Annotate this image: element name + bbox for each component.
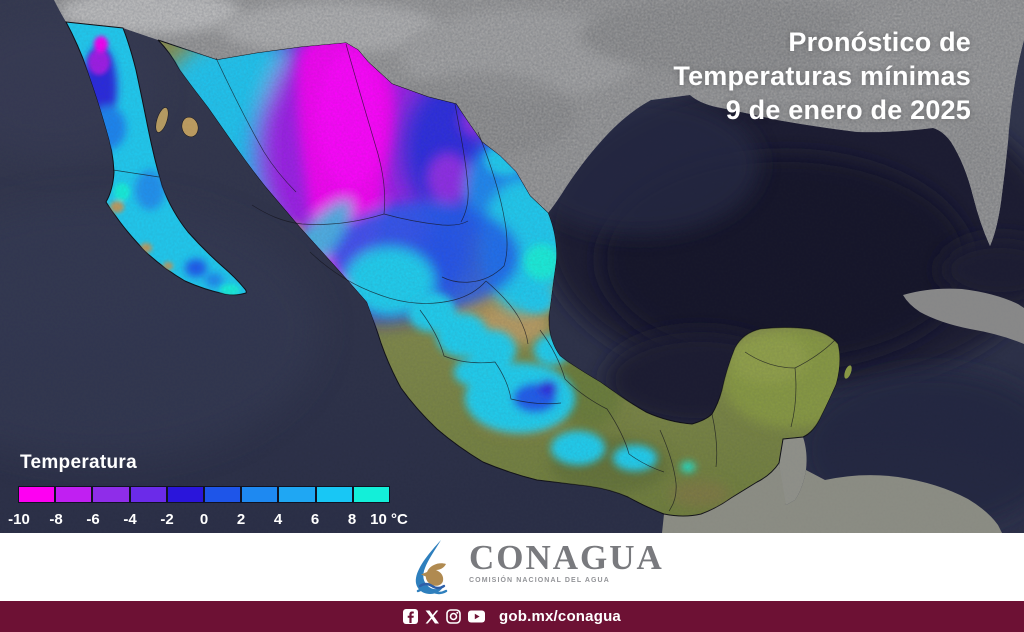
legend-tick-label: -6 — [86, 511, 100, 528]
legend-color-cell — [55, 486, 93, 503]
legend-tick-label: 8 — [347, 511, 357, 528]
x-icon[interactable] — [425, 609, 439, 625]
footer-bar: gob.mx/conagua — [0, 601, 1024, 632]
conagua-drop-icon — [408, 538, 462, 601]
mexico-weather-map — [0, 0, 1024, 533]
temperature-legend: Temperatura -10 -8 -6 -4 -2 0 2 4 6 8 10 °C — [8, 452, 439, 529]
legend-tick-label: -8 — [49, 511, 63, 528]
title-line-2: Temperaturas mínimas — [673, 61, 971, 91]
legend-ticks: -10 -8 -6 -4 -2 0 2 4 6 8 10 °C — [8, 511, 408, 529]
conagua-logo-text: CONAGUA COMISIÓN NACIONAL DEL AGUA — [469, 538, 664, 584]
map-title: Pronóstico de Temperaturas mínimas 9 de … — [673, 25, 971, 127]
legend-color-cell — [166, 486, 205, 503]
title-line-3: 9 de enero de 2025 — [725, 95, 971, 125]
legend-tick-label: -10 — [8, 511, 30, 528]
legend-heading: Temperatura — [20, 452, 137, 473]
conagua-subtitle: COMISIÓN NACIONAL DEL AGUA — [469, 577, 610, 584]
legend-color-cell — [17, 486, 56, 503]
legend-tick-label: 10 °C — [370, 511, 408, 528]
legend-color-cell — [315, 486, 353, 503]
legend-tick-label: -2 — [160, 511, 174, 528]
conagua-logo: CONAGUA COMISIÓN NACIONAL DEL AGUA — [408, 538, 664, 601]
logo-band: CONAGUA COMISIÓN NACIONAL DEL AGUA — [0, 533, 1024, 601]
legend-tick-label: 4 — [273, 511, 283, 528]
legend-color-cell — [352, 486, 391, 503]
map-grain-overlay — [0, 0, 1024, 533]
legend-color-cell — [278, 486, 316, 503]
youtube-icon[interactable] — [468, 609, 485, 625]
title-line-1: Pronóstico de — [788, 27, 971, 57]
legend-tick-label: 6 — [310, 511, 320, 528]
legend-color-cell — [204, 486, 242, 503]
legend-tick-label: 0 — [199, 511, 209, 528]
legend-color-cell — [241, 486, 279, 503]
facebook-icon[interactable] — [403, 609, 418, 625]
footer-link[interactable]: gob.mx/conagua — [499, 608, 621, 625]
instagram-icon[interactable] — [446, 609, 461, 625]
legend-tick-label: -4 — [123, 511, 137, 528]
legend-color-bar — [17, 486, 391, 503]
conagua-wordmark: CONAGUA — [469, 538, 664, 577]
legend-tick-label: 2 — [236, 511, 246, 528]
legend-color-cell — [92, 486, 130, 503]
legend-color-cell — [129, 486, 167, 503]
